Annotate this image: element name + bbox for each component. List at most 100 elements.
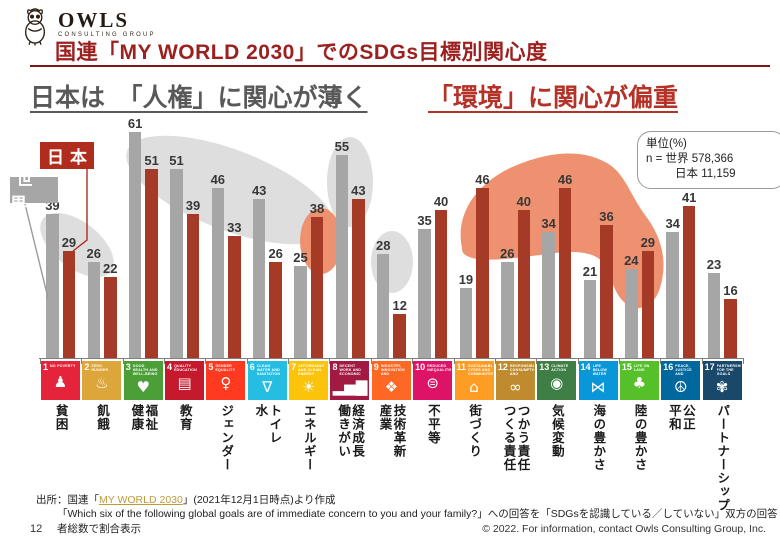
sdg-icon-6: 6 CLEAN WATER AND SANITATION ∇ bbox=[247, 361, 287, 400]
sdg-pictogram-icon: ∇ bbox=[262, 378, 273, 396]
sdg-pictogram-icon: ∞ bbox=[509, 378, 522, 396]
sdg-icon-header: 17PARTNERSHIPS FOR THE GOALS bbox=[703, 361, 742, 377]
sdg-title: DECENT WORK AND ECONOMIC GROWTH bbox=[339, 364, 362, 376]
sdg-number: 4 bbox=[167, 362, 173, 372]
category-label-14: 海の豊かさ bbox=[591, 404, 606, 472]
bar-world-2 bbox=[87, 261, 101, 358]
x-axis-tick bbox=[370, 358, 372, 364]
sdg-pictogram-icon: ♟ bbox=[53, 373, 68, 391]
sdg-icon-5: 5 GENDER EQUALITY ♀ bbox=[206, 361, 246, 400]
legend-japan: 日本 bbox=[40, 142, 94, 169]
sdg-title: PARTNERSHIPS FOR THE GOALS bbox=[716, 364, 741, 376]
sdg-icon-header: 14 LIFE BELOW WATER bbox=[579, 361, 618, 377]
sdg-icon-13: 13 CLIMATE ACTION ◉ bbox=[537, 361, 577, 400]
bar-japan-13 bbox=[558, 187, 572, 358]
bar-world-14 bbox=[583, 280, 597, 358]
bar-world-11 bbox=[459, 287, 473, 358]
category-label-15: 陸の豊かさ bbox=[632, 404, 647, 472]
bar-world-16 bbox=[666, 232, 679, 358]
bar-value-japan-13: 46 bbox=[557, 171, 573, 187]
copyright: © 2022. For information, contact Owls Co… bbox=[482, 523, 766, 535]
category-label-3: 健康 福祉 bbox=[129, 404, 158, 431]
sdg-number: 12 bbox=[497, 362, 508, 372]
sdg-pictogram-icon: ❖ bbox=[384, 378, 399, 396]
sdg-title: SUSTAINABLE CITIES AND COMMUNITIES bbox=[468, 364, 493, 376]
bar-value-japan-2: 22 bbox=[103, 260, 118, 276]
category-label-4: 教育 bbox=[177, 404, 192, 431]
sdg-title: LIFE ON LAND bbox=[633, 364, 650, 372]
x-axis-tick bbox=[412, 358, 414, 364]
bar-value-world-10: 35 bbox=[417, 212, 432, 228]
category-label-7: エネルギー bbox=[301, 404, 316, 472]
x-axis-tick bbox=[246, 358, 248, 364]
bar-world-17 bbox=[707, 272, 721, 358]
sdg-title: CLIMATE ACTION bbox=[551, 364, 569, 372]
bar-japan-8 bbox=[352, 198, 365, 358]
x-axis-tick bbox=[205, 358, 207, 364]
bar-japan-3 bbox=[145, 169, 158, 358]
sdg-pictogram-icon: ▤ bbox=[177, 374, 192, 392]
bar-japan-12 bbox=[517, 210, 531, 358]
bar-value-world-2: 26 bbox=[86, 245, 101, 261]
page-number: 12 bbox=[30, 523, 43, 535]
bar-value-world-16: 34 bbox=[665, 216, 680, 232]
category-label-10: 不平等 bbox=[425, 404, 440, 445]
sdg-icon-header: 7 AFFORDABLE AND CLEAN ENERGY bbox=[289, 361, 328, 377]
n-japan-label: 日本 11,159 bbox=[675, 168, 736, 180]
bar-value-world-15: 24 bbox=[624, 253, 639, 269]
sdg-pictogram-icon: ◉ bbox=[550, 374, 564, 392]
sdg-icon-header: 4 QUALITY EDUCATION bbox=[165, 361, 204, 373]
bar-japan-9 bbox=[393, 313, 406, 358]
category-label-6: 水 トイレ bbox=[253, 404, 282, 445]
sdg-number: 14 bbox=[580, 362, 591, 372]
bar-value-world-6: 43 bbox=[251, 182, 267, 198]
sdg-number: 17 bbox=[704, 362, 715, 372]
bar-value-world-9: 28 bbox=[375, 238, 391, 254]
source-link[interactable]: MY WORLD 2030 bbox=[99, 494, 183, 506]
bar-world-12 bbox=[501, 261, 514, 358]
bar-japan-2 bbox=[104, 276, 117, 358]
bar-japan-10 bbox=[434, 210, 448, 358]
legend-leader-lines bbox=[24, 169, 88, 299]
category-label-13: 気候変動 bbox=[549, 404, 564, 458]
bar-value-japan-8: 43 bbox=[351, 182, 366, 198]
x-axis-tick bbox=[329, 358, 331, 364]
sdg-number: 15 bbox=[621, 362, 632, 372]
sdg-title: GOOD HEALTH AND WELL-BEING bbox=[132, 364, 158, 376]
sdg-pictogram-icon: ▂▅▇ bbox=[332, 378, 368, 396]
sdg-icon-14: 14 LIFE BELOW WATER ⋈ bbox=[578, 361, 618, 400]
bar-value-world-4: 51 bbox=[169, 153, 184, 169]
x-axis-tick bbox=[660, 358, 662, 364]
sdg-title: INDUSTRY, INNOVATION AND INFRASTRUCTURE bbox=[380, 364, 405, 376]
sdg-icon-header: 2 ZERO HUNGER bbox=[82, 361, 121, 373]
category-label-11: 街づくり bbox=[467, 404, 482, 458]
sdg-number: 2 bbox=[84, 362, 90, 372]
bar-value-japan-16: 41 bbox=[681, 190, 697, 206]
x-axis-tick bbox=[122, 358, 124, 364]
sdg-number: 3 bbox=[125, 362, 131, 372]
x-axis-tick bbox=[701, 358, 703, 364]
x-axis-tick bbox=[164, 358, 166, 364]
bar-world-9 bbox=[376, 254, 390, 358]
owl-icon bbox=[18, 6, 52, 46]
category-label-17: パートナーシップ bbox=[715, 404, 730, 512]
sdg-pictogram-icon: ♣ bbox=[632, 374, 647, 392]
bar-japan-16 bbox=[682, 206, 696, 358]
bar-japan-7 bbox=[310, 217, 324, 358]
bar-value-japan-3: 51 bbox=[144, 153, 159, 169]
brand-name: OWLS bbox=[58, 8, 130, 32]
x-axis-tick bbox=[453, 358, 455, 364]
brand-tagline: CONSULTING GROUP bbox=[58, 32, 156, 38]
bar-world-15 bbox=[625, 269, 638, 358]
bar-value-japan-10: 40 bbox=[433, 194, 449, 209]
owls-logo: OWLS CONSULTING GROUP bbox=[18, 6, 156, 46]
sdg-pictogram-icon: ✾ bbox=[715, 378, 729, 396]
sample-size-box: 単位(%) n = 世界 578,366 日本 11,159 bbox=[637, 131, 780, 189]
bar-japan-4 bbox=[186, 213, 200, 358]
sdg-icon-header: 15 LIFE ON LAND bbox=[620, 361, 659, 373]
